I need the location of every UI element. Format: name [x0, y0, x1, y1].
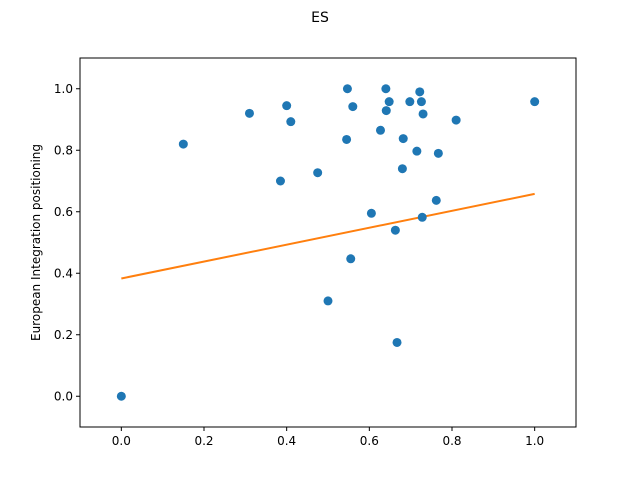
data-point	[178, 139, 188, 149]
data-point	[381, 84, 391, 94]
y-tick-label: 0.6	[54, 205, 73, 219]
y-tick-label: 0.8	[54, 143, 73, 157]
data-point	[392, 337, 402, 347]
data-point	[375, 125, 385, 135]
data-point	[313, 168, 323, 178]
data-point	[417, 212, 427, 222]
x-tick-label: 0.8	[442, 434, 461, 448]
y-axis: 0.0 0.2 0.4 0.6 0.8 1.0	[54, 82, 80, 403]
data-point	[415, 87, 425, 97]
data-point	[381, 106, 391, 116]
data-series	[116, 84, 540, 401]
data-point	[431, 195, 441, 205]
data-point	[384, 97, 394, 107]
x-tick-label: 0.0	[112, 434, 131, 448]
data-point	[405, 97, 415, 107]
plot-area: 0.0 0.2 0.4 0.6 0.8 1.0 0.0 0.2 0.4 0.6 0.8 1.0	[54, 57, 577, 448]
data-point	[451, 115, 461, 125]
y-tick-label: 0.4	[54, 266, 73, 280]
y-tick-label: 0.0	[54, 389, 73, 403]
y-tick-label: 1.0	[54, 82, 73, 96]
data-point	[366, 208, 376, 218]
data-point	[412, 146, 422, 156]
trend-line	[121, 192, 535, 280]
data-point	[286, 117, 296, 127]
y-axis-label: European Integration positioning	[29, 144, 43, 341]
axes-frame	[79, 57, 577, 428]
chart-title: ES	[311, 10, 329, 26]
data-point	[433, 148, 443, 158]
x-tick-label: 0.6	[360, 434, 379, 448]
data-point	[390, 225, 400, 235]
data-point	[275, 176, 285, 186]
data-point	[282, 101, 292, 111]
data-point	[530, 97, 540, 107]
data-point	[116, 391, 126, 401]
data-point	[398, 134, 408, 144]
x-tick-label: 0.4	[277, 434, 296, 448]
x-axis: 0.0 0.2 0.4 0.6 0.8 1.0	[112, 427, 544, 448]
y-tick-label: 0.2	[54, 328, 73, 342]
x-tick-label: 1.0	[525, 434, 544, 448]
data-point	[323, 296, 333, 306]
data-point	[342, 84, 352, 94]
x-tick-label: 0.2	[194, 434, 213, 448]
data-point	[397, 164, 407, 174]
data-point	[342, 134, 352, 144]
data-point	[416, 97, 426, 107]
data-point	[348, 102, 358, 112]
data-point	[346, 254, 356, 264]
data-point	[418, 109, 428, 119]
data-point	[244, 108, 254, 118]
